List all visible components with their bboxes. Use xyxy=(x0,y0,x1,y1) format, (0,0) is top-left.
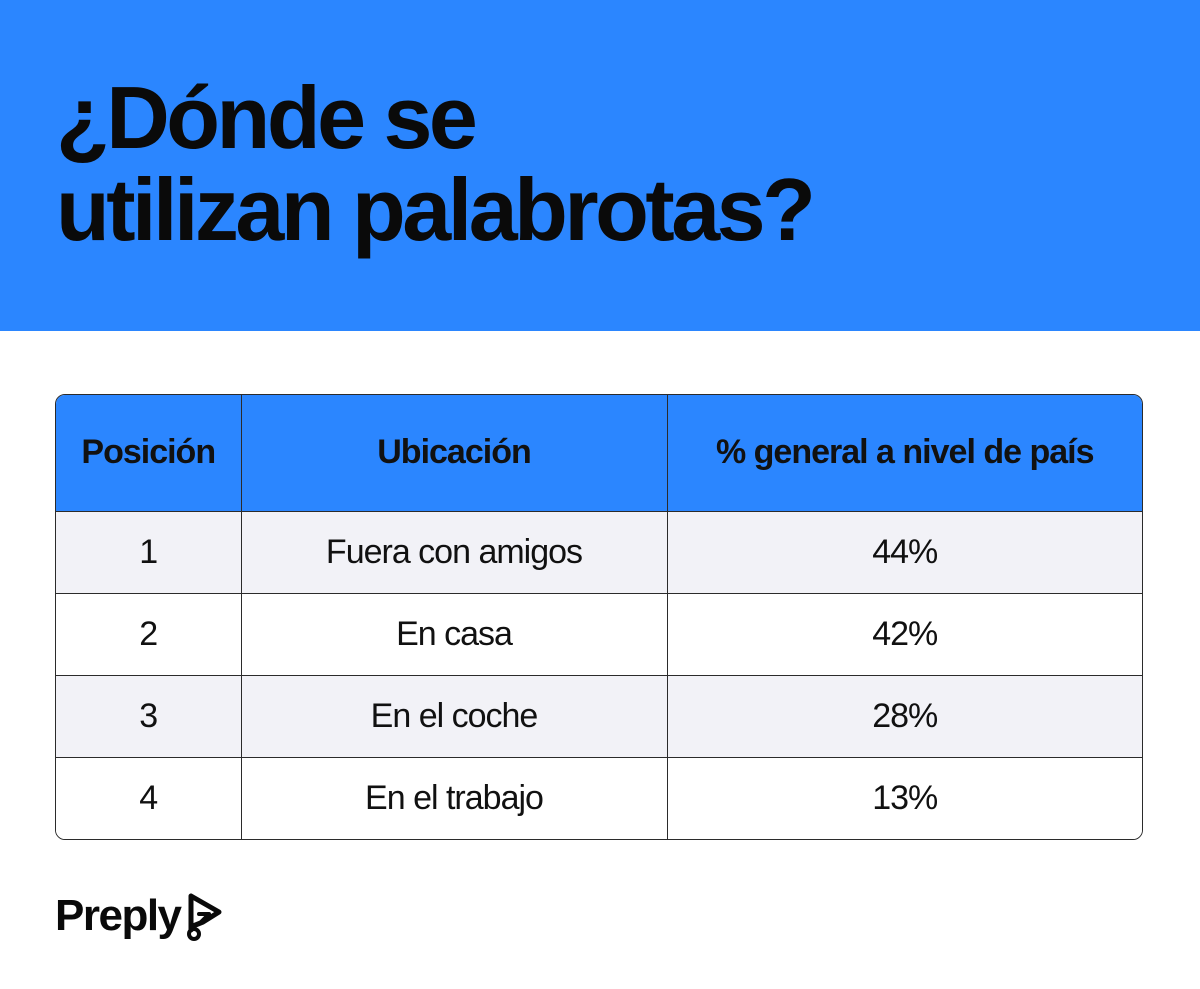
page-title: ¿Dónde se utilizan palabrotas? xyxy=(56,68,816,259)
cell-position: 3 xyxy=(56,674,242,757)
cell-location: En casa xyxy=(241,592,668,675)
cell-location: Fuera con amigos xyxy=(241,510,668,593)
cell-location: En el coche xyxy=(241,674,668,757)
preply-logo: Preply xyxy=(55,890,227,942)
brand-name: Preply xyxy=(55,891,182,940)
cell-location: En el trabajo xyxy=(241,756,668,839)
column-header-percent: % general a nivel de país xyxy=(715,433,1095,472)
cell-position: 4 xyxy=(56,756,242,839)
cell-position: 1 xyxy=(56,510,242,593)
header-banner: ¿Dónde se utilizan palabrotas? xyxy=(0,0,1200,331)
cell-percent: 42% xyxy=(667,592,1142,675)
column-header-position: Posición xyxy=(56,395,242,511)
cell-position: 2 xyxy=(56,592,242,675)
ranking-table: Posición Ubicación % general a nivel de … xyxy=(55,394,1143,840)
cell-percent: 28% xyxy=(667,674,1142,757)
table-row: 2 En casa 42% xyxy=(56,592,1142,675)
column-header-location: Ubicación xyxy=(241,395,668,511)
cell-percent: 44% xyxy=(667,510,1142,593)
cell-percent: 13% xyxy=(667,756,1142,839)
table-header-row: Posición Ubicación % general a nivel de … xyxy=(56,395,1142,511)
table-row: 1 Fuera con amigos 44% xyxy=(56,510,1142,593)
preply-logo-icon xyxy=(185,890,227,942)
title-line-2: utilizan palabrotas? xyxy=(56,160,816,259)
table-row: 4 En el trabajo 13% xyxy=(56,756,1142,839)
title-line-1: ¿Dónde se xyxy=(56,68,478,167)
table-row: 3 En el coche 28% xyxy=(56,674,1142,757)
